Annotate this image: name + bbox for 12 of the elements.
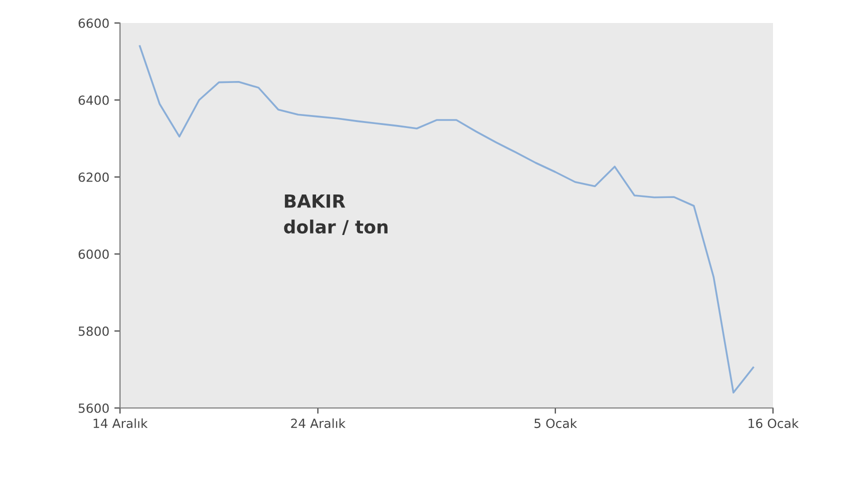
annotation: BAKIR dolar / ton bbox=[284, 194, 388, 236]
x-tick-label: 5 Ocak bbox=[534, 418, 578, 428]
line-series bbox=[138, 45, 754, 394]
x-tick-label: 24 Aralık bbox=[291, 418, 346, 428]
y-tick-label: 6200 bbox=[78, 172, 109, 182]
y-tick-label: 5600 bbox=[78, 403, 109, 413]
y-tick-label: 6400 bbox=[78, 95, 109, 105]
y-tick-label: 6600 bbox=[78, 18, 109, 28]
x-tick-label: 16 Ocak bbox=[748, 418, 799, 428]
y-tick-label: 6000 bbox=[78, 249, 109, 259]
x-tick-label: 14 Aralık bbox=[94, 418, 148, 428]
y-tick-label: 5800 bbox=[78, 326, 109, 336]
